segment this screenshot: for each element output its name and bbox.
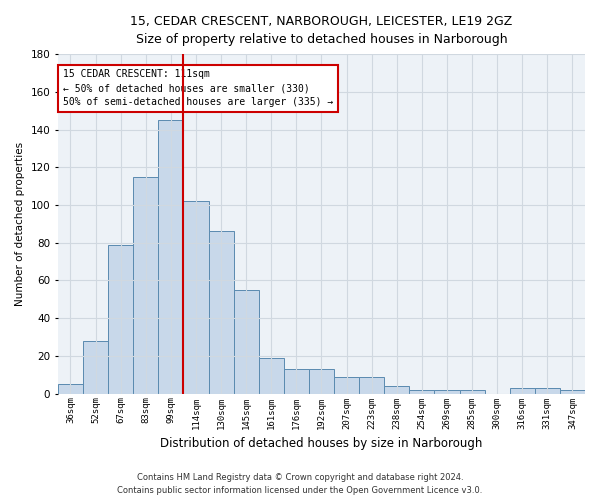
Bar xyxy=(510,388,535,394)
Bar xyxy=(209,232,233,394)
X-axis label: Distribution of detached houses by size in Narborough: Distribution of detached houses by size … xyxy=(160,437,482,450)
Y-axis label: Number of detached properties: Number of detached properties xyxy=(15,142,25,306)
Bar xyxy=(359,376,384,394)
Bar xyxy=(460,390,485,394)
Bar xyxy=(334,376,359,394)
Bar xyxy=(133,176,158,394)
Bar xyxy=(233,290,259,394)
Text: Contains HM Land Registry data © Crown copyright and database right 2024.
Contai: Contains HM Land Registry data © Crown c… xyxy=(118,474,482,495)
Bar xyxy=(284,369,309,394)
Bar xyxy=(184,201,209,394)
Bar xyxy=(83,341,108,394)
Bar xyxy=(309,369,334,394)
Bar xyxy=(108,244,133,394)
Bar xyxy=(259,358,284,394)
Bar xyxy=(384,386,409,394)
Text: 15 CEDAR CRESCENT: 111sqm
← 50% of detached houses are smaller (330)
50% of semi: 15 CEDAR CRESCENT: 111sqm ← 50% of detac… xyxy=(63,70,334,108)
Bar xyxy=(158,120,184,394)
Title: 15, CEDAR CRESCENT, NARBOROUGH, LEICESTER, LE19 2GZ
Size of property relative to: 15, CEDAR CRESCENT, NARBOROUGH, LEICESTE… xyxy=(130,15,512,46)
Bar xyxy=(535,388,560,394)
Bar xyxy=(560,390,585,394)
Bar xyxy=(58,384,83,394)
Bar xyxy=(434,390,460,394)
Bar xyxy=(409,390,434,394)
